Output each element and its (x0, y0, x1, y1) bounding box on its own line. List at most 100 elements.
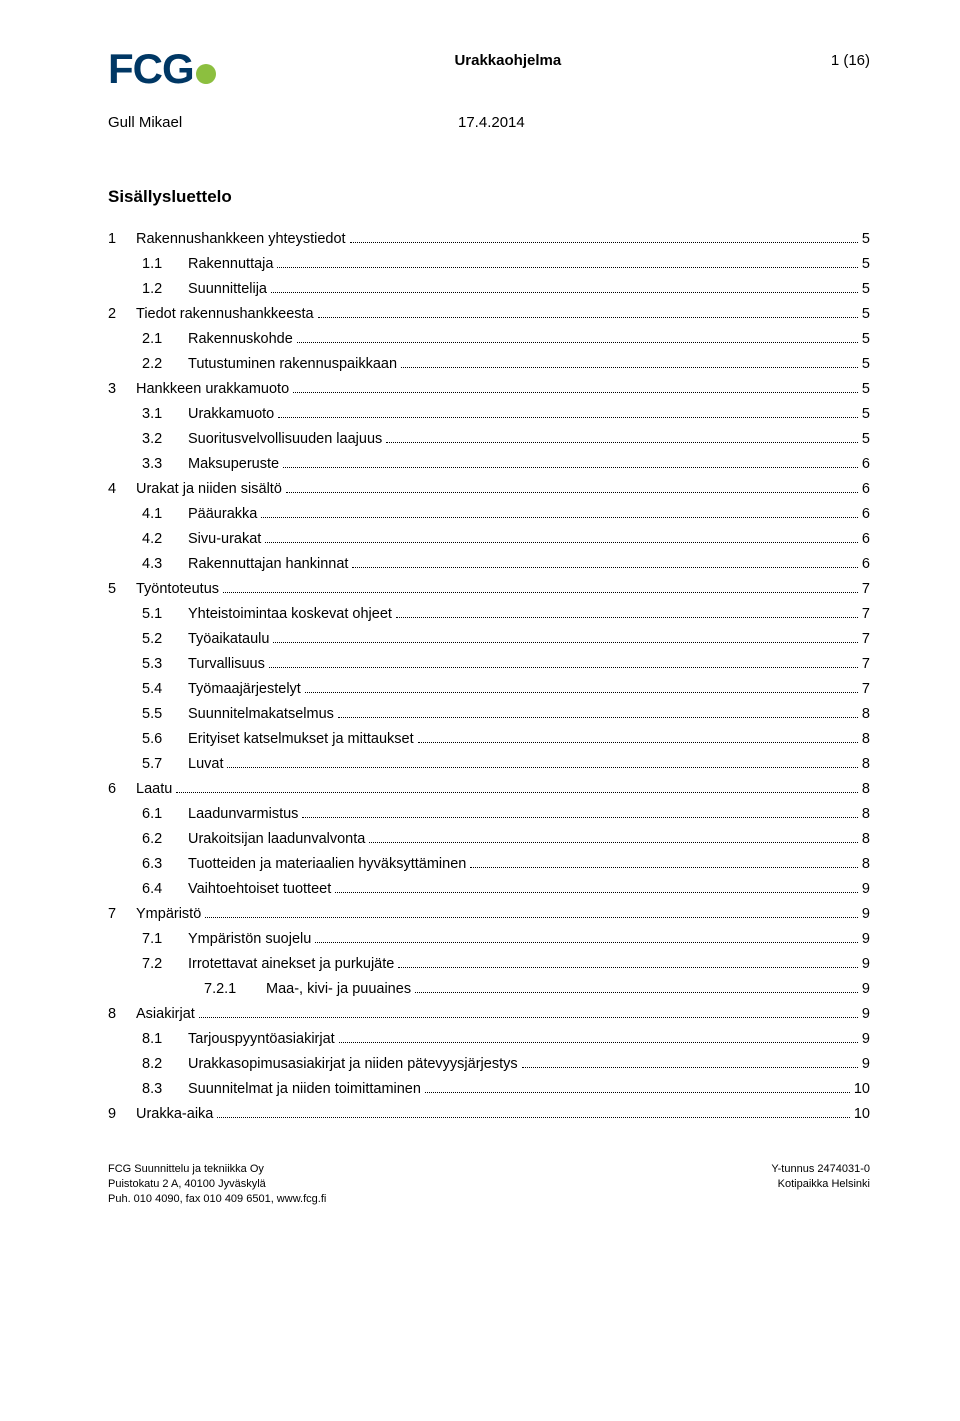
toc-leader-dots (261, 517, 858, 518)
toc-row: 5.5Suunnitelmakatselmus8 (108, 706, 870, 722)
toc-page: 5 (862, 256, 870, 272)
toc-row: 4.1Pääurakka6 (108, 506, 870, 522)
toc-row: 6Laatu8 (108, 781, 870, 797)
toc-row: 8.1Tarjouspyyntöasiakirjat9 (108, 1031, 870, 1047)
toc-label: Sivu-urakat (182, 531, 261, 547)
toc-page: 6 (862, 531, 870, 547)
toc-page: 8 (862, 731, 870, 747)
footer-address: Puistokatu 2 A, 40100 Jyväskylä (108, 1177, 326, 1192)
toc-page: 5 (862, 381, 870, 397)
toc-page: 6 (862, 506, 870, 522)
toc-number: 5.7 (142, 756, 182, 772)
toc-page: 7 (862, 656, 870, 672)
toc-label: Urakoitsijan laadunvalvonta (182, 831, 365, 847)
toc-page: 8 (862, 756, 870, 772)
toc-label: Maksuperuste (182, 456, 279, 472)
toc-leader-dots (415, 992, 858, 993)
toc-leader-dots (293, 392, 858, 393)
toc-row: 4.2Sivu-urakat 6 (108, 531, 870, 547)
toc-leader-dots (522, 1067, 858, 1068)
meta-row: Gull Mikael 17.4.2014 (108, 114, 870, 131)
toc-row: 5.4Työmaajärjestelyt7 (108, 681, 870, 697)
toc-number: 3.3 (142, 456, 182, 472)
toc-leader-dots (338, 717, 858, 718)
toc-number: 7 (108, 906, 130, 922)
toc-number: 7.2 (142, 956, 182, 972)
toc-page: 9 (862, 931, 870, 947)
toc-label: Suunnittelija (182, 281, 267, 297)
toc-number: 5.1 (142, 606, 182, 622)
toc-row: 5.3Turvallisuus 7 (108, 656, 870, 672)
toc-page: 10 (854, 1081, 870, 1097)
toc-number: 5.3 (142, 656, 182, 672)
toc-page: 6 (862, 556, 870, 572)
toc-page: 9 (862, 1031, 870, 1047)
toc-number: 4.1 (142, 506, 182, 522)
toc-number: 6.1 (142, 806, 182, 822)
toc-label: Työmaajärjestelyt (182, 681, 301, 697)
toc-leader-dots (265, 542, 858, 543)
toc-label: Rakennuttaja (182, 256, 273, 272)
toc-row: 5.2Työaikataulu7 (108, 631, 870, 647)
toc-number: 5.2 (142, 631, 182, 647)
toc-page: 5 (862, 231, 870, 247)
toc-page: 8 (862, 806, 870, 822)
toc-row: 1.2Suunnittelija5 (108, 281, 870, 297)
toc-label: Turvallisuus (182, 656, 265, 672)
toc-leader-dots (315, 942, 858, 943)
toc-leader-dots (396, 617, 858, 618)
toc-number: 4.2 (142, 531, 182, 547)
toc-number: 5 (108, 581, 130, 597)
toc-label: Ympäristön suojelu (182, 931, 311, 947)
toc-label: Rakennuskohde (182, 331, 293, 347)
toc-number: 2.2 (142, 356, 182, 372)
toc-label: Työntoteutus (130, 581, 219, 597)
toc-leader-dots (352, 567, 857, 568)
toc-row: 2.2Tutustuminen rakennuspaikkaan5 (108, 356, 870, 372)
toc-page: 6 (862, 481, 870, 497)
footer-contact: Puh. 010 4090, fax 010 409 6501, www.fcg… (108, 1192, 326, 1207)
toc-leader-dots (297, 342, 858, 343)
toc-row: 6.4Vaihtoehtoiset tuotteet9 (108, 881, 870, 897)
toc-label: Urakkamuoto (182, 406, 274, 422)
toc-page: 10 (854, 1106, 870, 1122)
toc-number: 4.3 (142, 556, 182, 572)
table-of-contents: 1Rakennushankkeen yhteystiedot51.1Rakenn… (108, 231, 870, 1122)
toc-page: 5 (862, 356, 870, 372)
toc-leader-dots (425, 1092, 850, 1093)
toc-row: 3Hankkeen urakkamuoto5 (108, 381, 870, 397)
toc-page: 8 (862, 856, 870, 872)
toc-label: Suunnitelmakatselmus (182, 706, 334, 722)
toc-number: 7.2.1 (204, 981, 260, 997)
toc-leader-dots (176, 792, 858, 793)
toc-row: 5.7Luvat8 (108, 756, 870, 772)
toc-page: 8 (862, 781, 870, 797)
toc-page: 8 (862, 831, 870, 847)
toc-label: Vaihtoehtoiset tuotteet (182, 881, 331, 897)
toc-leader-dots (269, 667, 858, 668)
toc-row: 7Ympäristö9 (108, 906, 870, 922)
toc-row: 5.6Erityiset katselmukset ja mittaukset8 (108, 731, 870, 747)
toc-row: 3.2Suoritusvelvollisuuden laajuus5 (108, 431, 870, 447)
toc-number: 9 (108, 1106, 130, 1122)
toc-number: 4 (108, 481, 130, 497)
footer-business-id: Y-tunnus 2474031-0 (771, 1162, 870, 1177)
toc-label: Työaikataulu (182, 631, 269, 647)
toc-row: 4Urakat ja niiden sisältö6 (108, 481, 870, 497)
page-indicator: 1 (16) (800, 48, 870, 69)
toc-leader-dots (205, 917, 858, 918)
page: FCG Urakkaohjelma 1 (16) Gull Mikael 17.… (0, 0, 960, 1237)
toc-number: 5.5 (142, 706, 182, 722)
toc-row: 8.2Urakkasopimusasiakirjat ja niiden pät… (108, 1056, 870, 1072)
toc-page: 9 (862, 1056, 870, 1072)
toc-label: Suunnitelmat ja niiden toimittaminen (182, 1081, 421, 1097)
toc-title: Sisällysluettelo (108, 187, 870, 207)
toc-number: 5.6 (142, 731, 182, 747)
toc-label: Hankkeen urakkamuoto (130, 381, 289, 397)
toc-row: 1Rakennushankkeen yhteystiedot5 (108, 231, 870, 247)
toc-row: 7.2.1Maa-, kivi- ja puuaines9 (108, 981, 870, 997)
toc-row: 1.1Rakennuttaja5 (108, 256, 870, 272)
toc-leader-dots (277, 267, 857, 268)
toc-leader-dots (286, 492, 858, 493)
toc-label: Irrotettavat ainekset ja purkujäte (182, 956, 394, 972)
